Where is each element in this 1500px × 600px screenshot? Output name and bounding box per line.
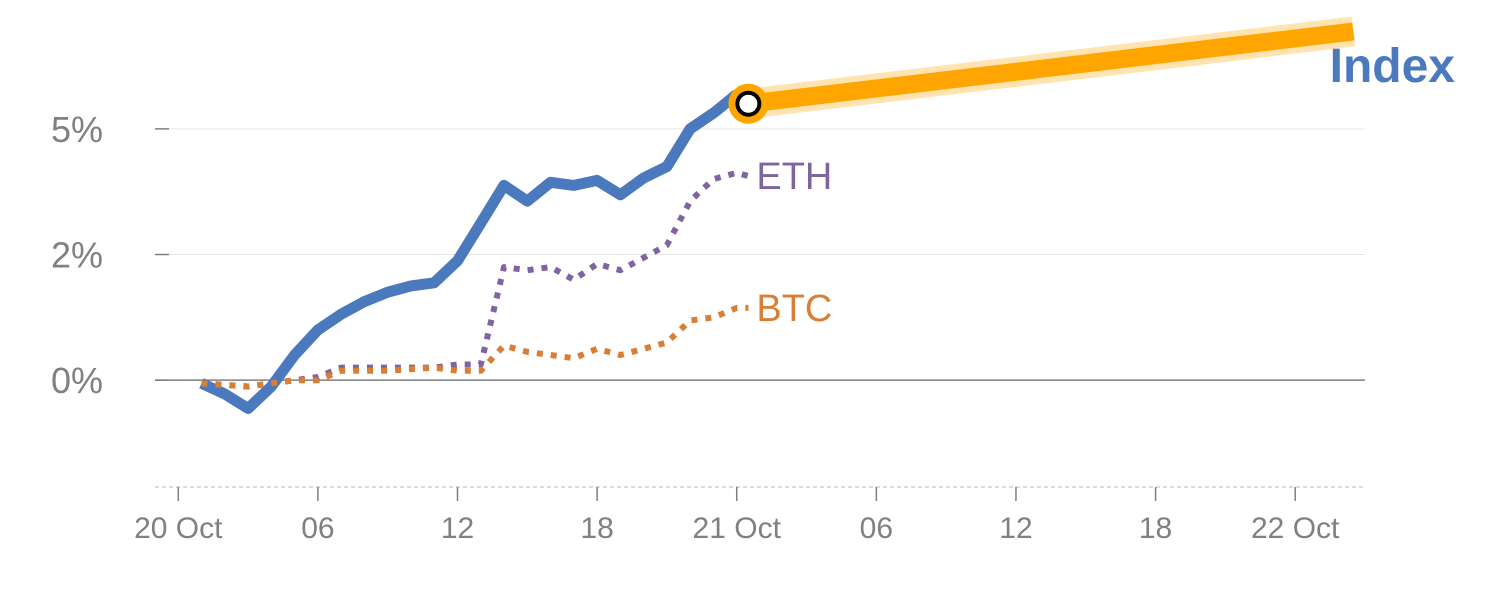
y-tick-label: 0% <box>51 360 103 401</box>
x-tick-label: 12 <box>999 512 1032 545</box>
y-tick-label: 5% <box>51 109 103 150</box>
series-label-eth: ETH <box>756 156 832 198</box>
x-tick-label: 21 Oct <box>693 512 782 545</box>
x-tick-label: 22 Oct <box>1251 512 1340 545</box>
y-tick-label: 2% <box>51 235 103 276</box>
grid-layer <box>155 128 1365 381</box>
x-tick-label: 06 <box>301 512 334 545</box>
current-marker <box>735 90 762 117</box>
axis-layer: 0% 2% 5% 20 Oct 06 12 18 21 Oct 06 12 18 22 Oct <box>51 109 1365 545</box>
series-line-btc <box>201 304 749 390</box>
x-tick-label: 18 <box>580 512 613 545</box>
series-line-eth <box>201 169 750 390</box>
series-label-btc: BTC <box>756 288 832 330</box>
x-tick-label: 12 <box>441 512 474 545</box>
chart-title: Index <box>1330 40 1456 93</box>
series-layer <box>199 16 1356 414</box>
x-tick-label: 06 <box>860 512 893 545</box>
x-tick-label: 18 <box>1139 512 1172 545</box>
x-tick-label: 20 Oct <box>134 512 223 545</box>
series-line-index <box>199 90 741 414</box>
label-layer: ETH BTC <box>728 83 832 330</box>
projection-line <box>747 22 1355 113</box>
